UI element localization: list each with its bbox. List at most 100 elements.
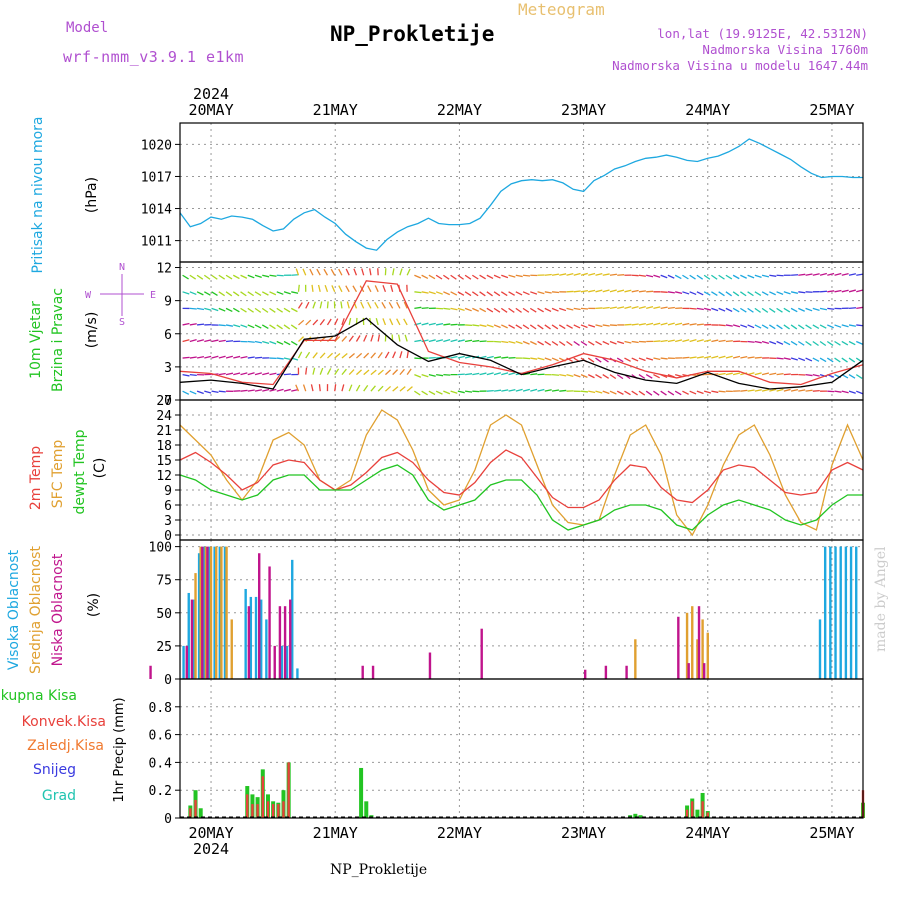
top-day-label: 24MAY [685,101,730,119]
wind-arrow [689,339,697,343]
wind-arrow [414,274,422,279]
wind-arrow [530,388,538,392]
wind-arrow [312,301,316,309]
wind-arrow [660,339,668,343]
cloud-bar-high [296,668,299,679]
wind-arrow [464,274,472,280]
wind-arrow [367,301,372,309]
wind-arrow [291,274,299,276]
panel-frame [179,399,864,541]
wind-arrow [421,307,429,310]
wind-arrow [711,390,719,394]
precip-bar-convective [701,801,704,818]
wind-arrow [290,340,298,346]
wind-arrow [247,274,255,279]
cloud-bar-low [201,546,204,679]
wind-arrow [718,274,725,280]
wind-arrow [310,384,314,392]
wind-arrow [588,289,596,293]
wind-arrow [501,340,509,344]
wind-arrow [204,307,212,311]
wind-arrow [638,274,646,277]
wind-arrow [602,289,610,293]
wind-arrow [551,340,559,346]
wind-arrow [856,390,864,395]
wind-arrow [472,307,479,312]
wind-arrow [262,274,270,278]
wind-arrow [537,388,545,392]
compass-north: N [119,262,125,273]
wind-arrow [421,373,429,378]
wind-arrow [689,390,697,395]
wind-arrow [501,274,509,279]
wind-arrow [675,339,683,343]
wind-arrow [790,307,798,313]
wind-arrow [558,340,566,347]
precip-bar-convective [271,804,275,818]
wind-arrow [196,291,204,296]
wind-arrow [283,324,291,330]
panel-frame [179,678,864,819]
wind-arrow [537,357,545,361]
wind-arrow [848,390,856,394]
wind-arrow [624,340,632,344]
wind-arrow [638,357,646,362]
precip-bar-total [359,767,364,818]
wind-arrow [754,324,762,329]
wind-arrow [225,274,233,280]
wind-arrow [182,373,190,377]
cloud-bar-high [844,546,848,679]
top-day-label: 20MAY [188,101,233,119]
wind-arrow [247,389,255,392]
wind-arrow [580,307,589,310]
precip-bar-convective [287,762,290,818]
wind-arrow [189,373,197,377]
wind-arrow [247,307,254,313]
wind-arrow [345,285,350,293]
wind-arrow [573,340,580,346]
wind-arrow [559,389,567,392]
wind-arrow [790,340,798,346]
wind-arrow [319,301,323,309]
wind-arrow [225,355,233,359]
cloud-bar-high [265,619,268,679]
wind-arrow [397,334,401,342]
wind-arrow [754,389,762,392]
wind-arrow [297,302,303,309]
cloud-bar-mid [230,619,233,679]
wind-arrow [421,322,429,326]
wind-arrow [377,351,383,359]
wind-arrow [375,318,379,326]
wind-arrow [406,351,409,359]
wind-arrow [740,356,748,359]
precip-legend-3: Snijeg [33,762,76,778]
wind-arrow [595,273,603,276]
wind-arrow [370,334,374,342]
wind-arrow [740,324,748,328]
cloud-bar-mid [706,632,709,679]
wind-arrow [450,355,458,359]
wind-arrow [646,357,654,361]
wind-arrow [356,352,363,359]
y-tick-label: 0.6 [149,729,172,744]
cloud-bar-mid [194,573,197,679]
wind-arrow [327,352,334,359]
precip-bar-total [364,801,369,818]
wind-arrow [696,307,704,311]
top-year-label: 2024 [193,85,229,103]
wind-arrow [776,307,783,313]
wind-arrow [508,388,516,392]
wind-arrow [305,301,310,309]
wind-arrow [522,324,530,330]
wind-arrow [353,268,358,276]
wind-arrow [856,289,864,293]
wind-arrow [544,273,552,276]
wind-arrow [732,291,740,297]
wind-arrow [530,340,537,346]
wind-arrow [414,374,422,378]
wind-arrow [529,307,537,313]
wind-arrow [298,319,305,326]
y-tick-label: 1020 [141,138,172,153]
wind-arrow [377,385,384,392]
wind-arrow [718,307,726,312]
